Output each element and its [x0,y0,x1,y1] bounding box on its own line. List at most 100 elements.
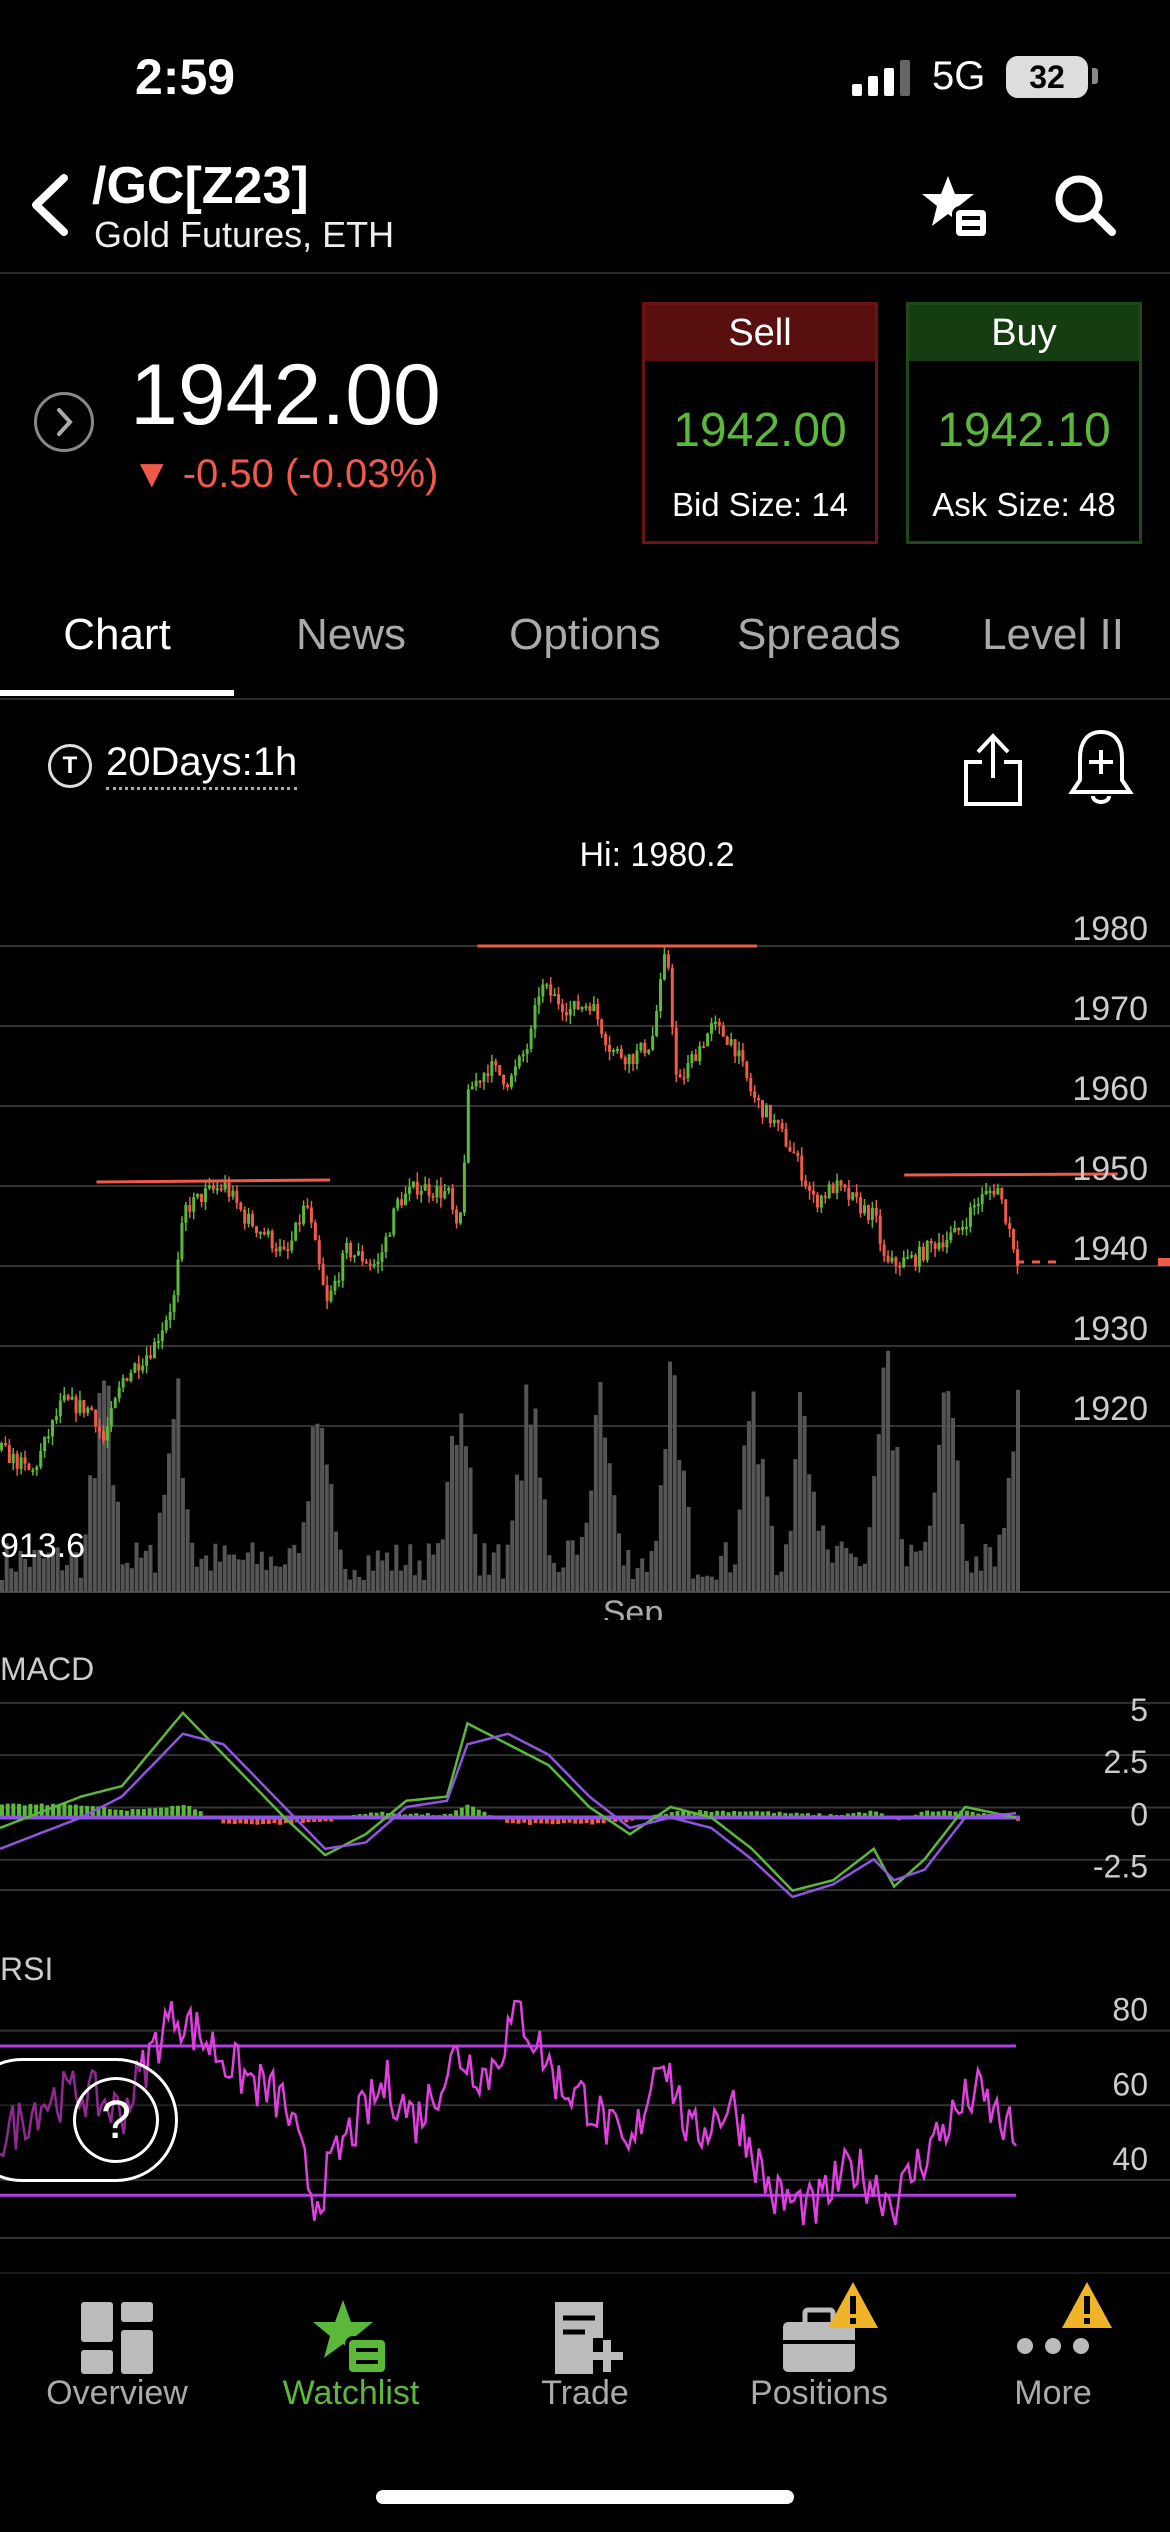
candle-body [360,1251,364,1262]
search-icon[interactable] [1052,172,1118,238]
candle-body [710,1023,714,1034]
symbol-subtitle: Gold Futures, ETH [94,214,395,255]
histogram-bar [675,1810,680,1818]
volume-bar [371,1570,376,1592]
histogram-bar [187,1806,192,1818]
help-button[interactable]: ? [0,2058,178,2182]
volume-bar [723,1542,728,1592]
volume-bar [190,1542,195,1592]
volume-bar [385,1552,390,1592]
volume-bar [347,1579,352,1592]
share-icon[interactable] [960,726,1026,808]
volume-bar [445,1481,450,1592]
y-tick-label: 1960 [1072,1070,1148,1108]
candle-body [608,1045,612,1052]
histogram-bar [805,1813,810,1818]
candle-body [1016,1249,1019,1266]
volume-bar [904,1566,909,1592]
nav-trade[interactable]: Trade [468,2270,702,2440]
overview-icon [81,2302,153,2374]
histogram-bar [573,1817,578,1824]
candle-body [392,1208,396,1235]
volume-bar [770,1525,775,1592]
y-tick-label: 1920 [1072,1390,1148,1428]
candle-body [94,1410,98,1427]
volume-bar [848,1553,853,1592]
histogram-bar [147,1808,152,1818]
candle-body [427,1184,431,1196]
candle-body [921,1246,925,1261]
candle-body [753,1091,757,1098]
candle-body [937,1242,941,1249]
volume-bar [120,1564,125,1592]
sell-button[interactable]: Sell 1942.00 Bid Size: 14 [642,302,878,544]
volume-bar [357,1576,362,1592]
candle-body [0,1442,3,1450]
volume-bar [403,1565,408,1592]
nav-watchlist[interactable]: Watchlist [234,2270,468,2440]
nav-more[interactable]: More [936,2270,1170,2440]
volume-bar [394,1544,399,1592]
volume-bar [626,1549,631,1592]
macd-chart[interactable]: MACD 5 2.5 0 -2.5 [0,1640,1170,1950]
expand-quote-button[interactable] [34,392,94,452]
volume-bar [162,1494,167,1592]
volume-bar [37,1549,42,1592]
nav-positions[interactable]: Positions [702,2270,936,2440]
histogram-bar [164,1807,169,1818]
buy-button[interactable]: Buy 1942.10 Ask Size: 48 [906,302,1142,544]
period-selector[interactable]: 20Days:1h [106,740,298,790]
level-line [904,1172,1118,1177]
volume-bar [751,1391,756,1592]
candle-body [835,1180,839,1193]
volume-bar [700,1576,705,1592]
back-icon[interactable] [26,170,76,240]
candle-body [941,1242,945,1248]
candle-body [764,1105,768,1118]
candle-body [961,1227,965,1231]
rsi-chart[interactable]: RSI 80 60 40 [0,1940,1170,2250]
candle-body [749,1077,753,1092]
candle-body [549,984,553,996]
histogram-bar [527,1817,532,1825]
candle-body [23,1457,27,1464]
candle-body [619,1048,623,1058]
tab-level-ii[interactable]: Level II [982,610,1124,659]
volume-bar [937,1444,942,1592]
volume-bar [97,1393,102,1592]
histogram-bar [879,1813,884,1818]
tab-news[interactable]: News [295,610,407,659]
histogram-bar [703,1810,708,1818]
tab-chart[interactable]: Chart [63,610,171,659]
candle-body [812,1190,816,1195]
histogram-bar [96,1806,101,1818]
candle-body [31,1469,35,1472]
candle-body [968,1207,972,1227]
volume-bar [561,1567,566,1592]
volume-bar [714,1579,719,1592]
watchlist-star-icon[interactable] [920,172,990,242]
candle-body [466,1089,470,1163]
candle-body [474,1080,478,1087]
candle-body [243,1209,247,1224]
macd-title: MACD [0,1651,94,1687]
histogram-bar [533,1817,538,1824]
tab-options[interactable]: Options [509,610,661,659]
histogram-bar [85,1805,90,1818]
volume-bar [176,1378,181,1592]
volume-bar [264,1569,269,1592]
candle-body [19,1457,23,1469]
volume-bar [927,1525,932,1592]
tab-spreads[interactable]: Spreads [737,610,901,659]
volume-bar [677,1459,682,1592]
add-alert-icon[interactable] [1066,726,1136,808]
volume-bar [603,1437,608,1592]
histogram-bar [227,1817,232,1824]
nav-overview[interactable]: Overview [0,2270,234,2440]
candle-body [384,1236,388,1253]
volume-bar [287,1548,292,1592]
volume-bar [556,1572,561,1592]
candle-body [192,1197,196,1212]
candle-body [592,1003,596,1011]
